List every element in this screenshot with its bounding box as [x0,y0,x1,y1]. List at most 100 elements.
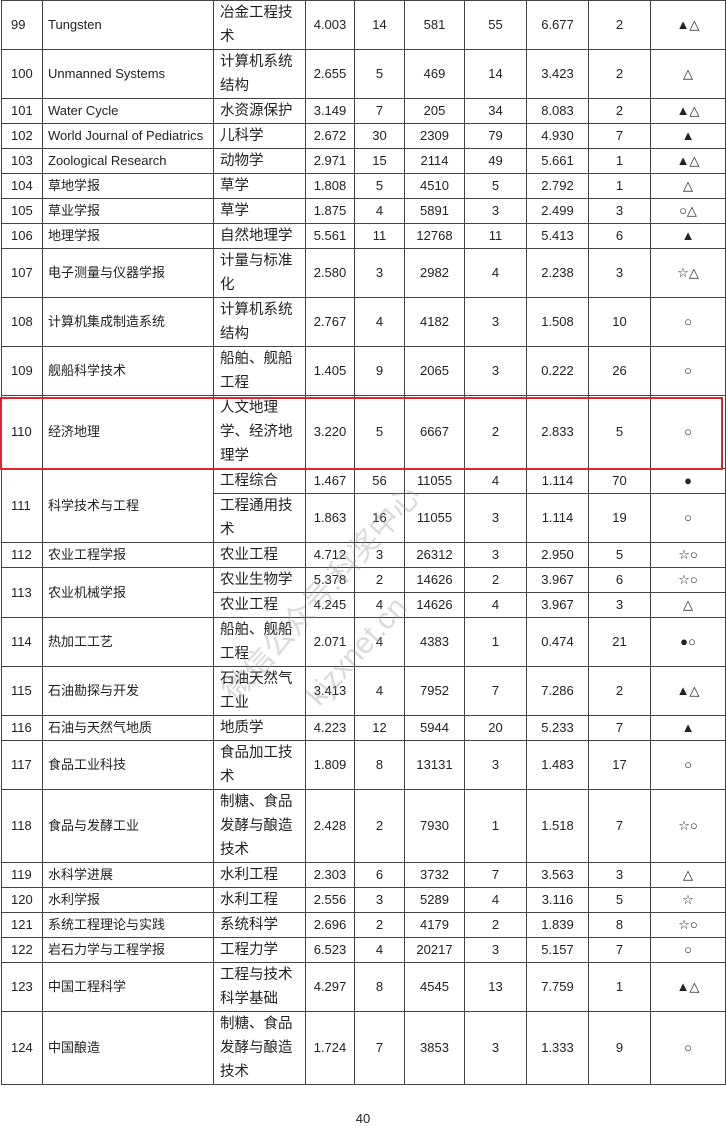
metric-v4: 4 [464,248,527,298]
journal-name: 经济地理 [42,395,214,469]
metric-v5: 1.518 [526,789,589,863]
metric-v4: 4 [464,468,527,494]
subject-category: 草学 [213,198,306,224]
metric-v5: 3.967 [526,567,589,593]
metric-v6: 1 [588,173,651,199]
metric-v3: 4179 [404,912,465,938]
subject-category: 制糖、食品发酵与酿造技术 [213,789,306,863]
metric-v3: 7952 [404,666,465,716]
journal-table: 99 Tungsten 冶金工程技术 4.003 14 581 55 6.677 2 ▲△ 100 U… [1,0,726,1085]
row-number: 105 [1,198,43,224]
row-number: 114 [1,617,43,667]
journal-name: 中国酿造 [42,1011,214,1085]
journal-name: 地理学报 [42,223,214,249]
table-row: 124 中国酿造 制糖、食品发酵与酿造技术 1.724 7 3853 3 1.333 9 ○ [1,1011,726,1085]
metric-v6: 2 [588,98,651,124]
metric-v2: 16 [354,493,405,543]
journal-name: 舰船科学技术 [42,346,214,396]
metric-v6: 2 [588,0,651,50]
symbol-mark: ☆○ [650,567,726,593]
metric-v3: 20217 [404,937,465,963]
metric-v3: 5944 [404,715,465,741]
metric-v6: 26 [588,346,651,396]
metric-v5: 1.114 [526,468,589,494]
subject-category: 计算机系统结构 [213,297,306,347]
metric-v5: 6.677 [526,0,589,50]
metric-v2: 4 [354,297,405,347]
metric-v3: 12768 [404,223,465,249]
metric-v1: 2.767 [305,297,355,347]
symbol-mark: ○ [650,740,726,790]
symbol-mark: ▲△ [650,0,726,50]
row-number: 122 [1,937,43,963]
subject-category: 儿科学 [213,123,306,149]
metric-v1: 4.297 [305,962,355,1012]
metric-v3: 5289 [404,887,465,913]
row-number: 99 [1,0,43,50]
subject-category: 计量与标准化 [213,248,306,298]
metric-v1: 3.413 [305,666,355,716]
symbol-mark: △ [650,49,726,99]
metric-v6: 2 [588,666,651,716]
metric-v1: 2.303 [305,862,355,888]
metric-v4: 11 [464,223,527,249]
metric-v6: 5 [588,887,651,913]
metric-v6: 7 [588,789,651,863]
row-number: 116 [1,715,43,741]
metric-v3: 11055 [404,493,465,543]
metric-v5: 5.413 [526,223,589,249]
metric-v5: 5.661 [526,148,589,174]
table-row: 106 地理学报 自然地理学 5.561 11 12768 11 5.413 6 ▲ [1,223,726,249]
subject-category: 系统科学 [213,912,306,938]
metric-v6: 9 [588,1011,651,1085]
row-number: 117 [1,740,43,790]
metric-v2: 5 [354,395,405,469]
symbol-mark: ○ [650,937,726,963]
symbol-mark: ○ [650,493,726,543]
metric-v3: 26312 [404,542,465,568]
subject-category: 船舶、舰船工程 [213,617,306,667]
metric-v3: 205 [404,98,465,124]
subject-category: 水利工程 [213,887,306,913]
metric-v4: 1 [464,789,527,863]
journal-name: 草业学报 [42,198,214,224]
metric-v5: 0.222 [526,346,589,396]
metric-v1: 5.561 [305,223,355,249]
metric-v6: 1 [588,148,651,174]
table-row: 100 Unmanned Systems 计算机系统结构 2.655 5 469 14 3.4… [1,49,726,99]
metric-v1: 2.672 [305,123,355,149]
symbol-mark: ☆○ [650,912,726,938]
metric-v5: 1.508 [526,297,589,347]
subject-category: 自然地理学 [213,223,306,249]
symbol-mark: ● [650,468,726,494]
symbol-mark: △ [650,173,726,199]
row-number: 124 [1,1011,43,1085]
row-number: 103 [1,148,43,174]
metric-v6: 10 [588,297,651,347]
metric-v6: 3 [588,248,651,298]
metric-v2: 4 [354,666,405,716]
row-number: 118 [1,789,43,863]
symbol-mark: ○ [650,1011,726,1085]
table-row: 111 科学技术与工程 工程综合 1.467 56 11055 4 1.114 70 ● [1,468,726,543]
metric-v4: 3 [464,542,527,568]
journal-name: Water Cycle [42,98,214,124]
metric-v3: 13131 [404,740,465,790]
row-number: 123 [1,962,43,1012]
metric-v3: 3732 [404,862,465,888]
metric-v3: 581 [404,0,465,50]
metric-v2: 3 [354,542,405,568]
table-row: 工程通用技术 1.863 16 11055 3 1.114 19 ○ [2,493,726,543]
metric-v4: 2 [464,395,527,469]
symbol-mark: ○ [650,395,726,469]
metric-v4: 34 [464,98,527,124]
metric-v5: 5.233 [526,715,589,741]
table-row: 115 石油勘探与开发 石油天然气工业 3.413 4 7952 7 7.286 2 ▲△ [1,666,726,716]
symbol-mark: ▲ [650,223,726,249]
metric-v3: 2309 [404,123,465,149]
metric-v4: 1 [464,617,527,667]
metric-v6: 5 [588,542,651,568]
metric-v2: 9 [354,346,405,396]
metric-v5: 5.157 [526,937,589,963]
metric-v6: 3 [588,198,651,224]
